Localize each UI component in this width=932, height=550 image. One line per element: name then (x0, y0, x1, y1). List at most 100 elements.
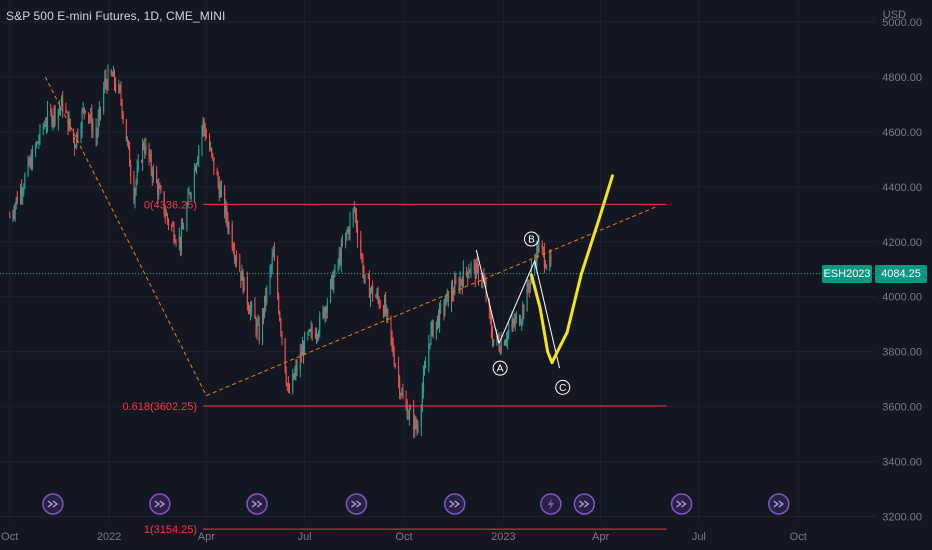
candle-body (203, 120, 205, 129)
candle-body (173, 225, 175, 241)
candle-body (165, 214, 167, 216)
candle-body (500, 341, 502, 353)
candle-body (37, 142, 39, 144)
candle-body (347, 229, 349, 233)
currency-label[interactable]: USD (882, 9, 906, 21)
candle-body (444, 305, 446, 311)
candle-body (420, 406, 422, 428)
candle-body (266, 287, 268, 302)
candle-body (29, 157, 31, 166)
candle-body (189, 193, 191, 197)
candle-body (201, 130, 203, 148)
price-tick-label: 4200.00 (882, 237, 922, 249)
candle-body (352, 208, 354, 220)
candle-body (36, 142, 38, 147)
candle-body (550, 255, 552, 262)
current-symbol-badge: ESH2023 (822, 264, 872, 283)
candle-body (23, 187, 25, 192)
candle-body (134, 189, 136, 202)
candle-body (460, 279, 462, 282)
dividend-event-icon[interactable] (670, 493, 693, 515)
candle-body (133, 176, 135, 202)
candle-body (197, 159, 199, 165)
candle-body (462, 268, 464, 287)
candle-body (20, 188, 22, 203)
candle-body (364, 274, 366, 277)
candle-body (89, 118, 91, 120)
candle-body (218, 183, 220, 198)
dividend-event-icon[interactable] (345, 493, 368, 515)
candle-body (369, 290, 371, 298)
candle-body (68, 119, 70, 130)
candle-body (254, 303, 256, 320)
candle-body (75, 146, 77, 149)
candle-body (371, 286, 373, 291)
candle-body (88, 112, 90, 119)
current-price-badge: 4084.25 (875, 264, 927, 283)
candle-body (216, 170, 218, 176)
candle-body (205, 136, 207, 138)
candle-body (334, 265, 336, 276)
candle-body (293, 373, 295, 379)
candle-body (484, 281, 486, 286)
candle-body (118, 85, 120, 91)
split-event-icon[interactable] (540, 493, 562, 515)
dividend-event-icon[interactable] (42, 493, 64, 515)
candle-body (325, 308, 327, 313)
candle-body (340, 243, 342, 264)
candle-body (261, 311, 263, 342)
candle-body (42, 127, 44, 129)
candle-body (512, 320, 514, 323)
candle-body (520, 323, 522, 325)
candle-body (469, 270, 471, 273)
candle-body (280, 320, 282, 332)
candle-body (144, 147, 146, 153)
lightning-glyph (547, 498, 554, 510)
time-tick-label: 2023 (491, 531, 515, 543)
candle-body (417, 427, 419, 431)
candle-body (506, 340, 508, 342)
candle-body (394, 364, 396, 366)
candle-body (422, 373, 424, 391)
candle-body (341, 243, 343, 246)
candle-body (430, 327, 432, 344)
candle-body (527, 282, 529, 288)
candle-body (113, 70, 115, 85)
dividend-event-icon[interactable] (246, 493, 268, 515)
dividend-event-icon[interactable] (768, 493, 790, 515)
candle-body (348, 229, 350, 234)
wave-label-a: A (492, 360, 508, 376)
candle-body (493, 339, 495, 345)
double-chevron-glyph (449, 500, 460, 508)
candle-body (65, 111, 67, 113)
price-tick-label: 4800.00 (882, 72, 922, 84)
candle-body (24, 174, 26, 188)
fib-level-label: 0(4336.25) (144, 199, 197, 211)
projection-path (529, 174, 614, 365)
candle-body (443, 305, 445, 311)
candle-body (308, 329, 310, 334)
candle-body (255, 319, 257, 333)
candle-body (69, 119, 71, 129)
candle-body (98, 107, 100, 119)
candle-body (175, 242, 177, 244)
wave-label-text: C (559, 383, 566, 394)
time-tick-label: Oct (1, 531, 18, 543)
dividend-event-icon[interactable] (443, 493, 466, 515)
candle-body (331, 275, 333, 281)
dividend-event-icon[interactable] (149, 493, 171, 515)
candle-body (174, 240, 176, 243)
candle-body (182, 226, 184, 230)
candle-body (537, 245, 539, 253)
candle-body (120, 89, 122, 101)
candle-body (470, 263, 472, 271)
wave-label-text: B (528, 235, 535, 246)
dividend-event-icon[interactable] (573, 493, 596, 515)
candle-body (224, 187, 226, 215)
candle-body (13, 213, 15, 215)
candle-body (105, 77, 107, 83)
candle-body (454, 280, 456, 295)
candle-body (319, 316, 321, 333)
